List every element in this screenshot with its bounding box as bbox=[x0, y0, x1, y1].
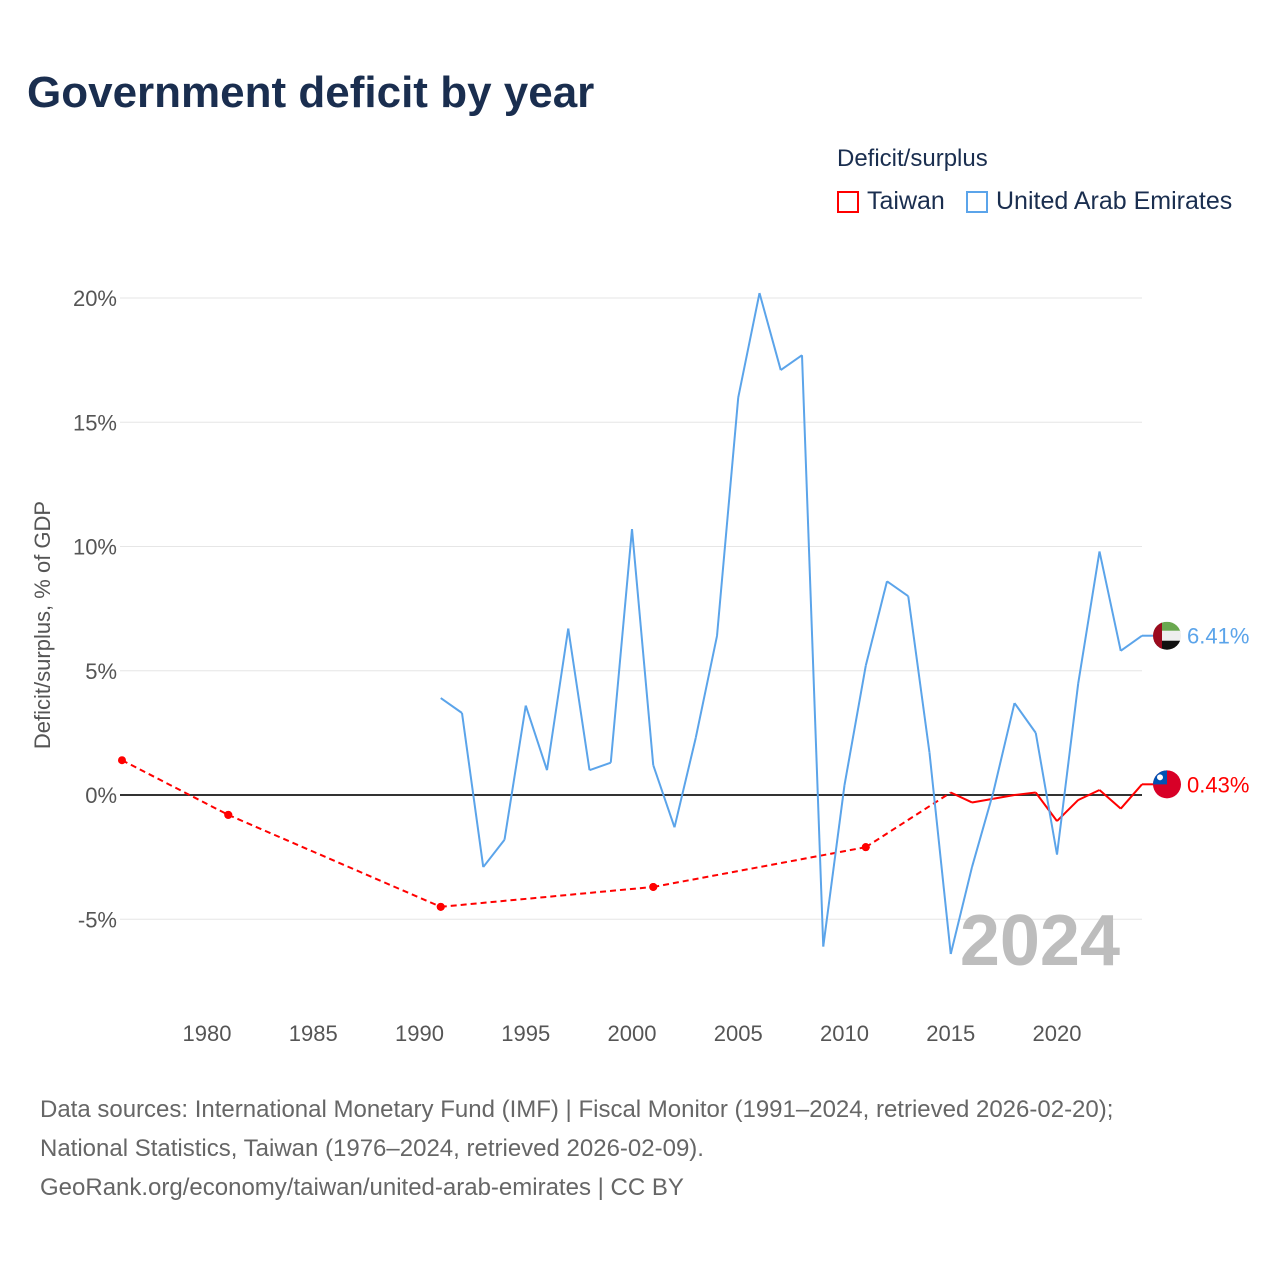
series-segment bbox=[992, 702, 1016, 793]
source-link[interactable]: GeoRank.org/economy/taiwan/united-arab-e… bbox=[40, 1174, 684, 1201]
series-segment bbox=[1077, 789, 1100, 801]
series-segment bbox=[865, 791, 952, 849]
series-segment bbox=[589, 761, 612, 772]
series-segment bbox=[440, 697, 463, 714]
series-segment bbox=[524, 705, 548, 771]
x-tick-label: 2010 bbox=[820, 1021, 869, 1046]
x-tick-label: 1990 bbox=[395, 1021, 444, 1046]
data-point bbox=[436, 902, 445, 911]
x-tick-label: 1985 bbox=[289, 1021, 338, 1046]
series-segment bbox=[1056, 799, 1079, 822]
series-segment bbox=[949, 866, 973, 955]
series-segment bbox=[609, 529, 633, 763]
series-segment bbox=[1119, 783, 1143, 810]
data-point bbox=[649, 882, 658, 891]
legend-item-uae[interactable]: United Arab Emirates bbox=[966, 187, 1232, 216]
x-tick-label: 2020 bbox=[1033, 1021, 1082, 1046]
series-segment bbox=[1034, 791, 1058, 822]
source-line: Data sources: International Monetary Fun… bbox=[40, 1096, 1114, 1123]
series-segment bbox=[567, 628, 591, 771]
series-segment bbox=[1120, 634, 1143, 652]
data-point bbox=[861, 843, 870, 852]
data-point bbox=[224, 810, 233, 819]
x-tick-label: 2005 bbox=[714, 1021, 763, 1046]
series-segment bbox=[121, 759, 229, 816]
chart-title: Government deficit by year bbox=[27, 68, 595, 117]
y-tick-label: 20% bbox=[73, 286, 117, 311]
series-segment bbox=[971, 797, 994, 804]
source-line: National Statistics, Taiwan (1976–2024, … bbox=[40, 1135, 704, 1162]
chart-plot: 20% 15% 10% 5% 0% -5% 1980 1985 1990 1995 2000 2005… bbox=[30, 286, 1249, 1046]
end-value-label: 0.43% bbox=[1187, 772, 1249, 797]
series-segment bbox=[993, 794, 1015, 800]
series-segment bbox=[631, 529, 655, 766]
series-segment bbox=[716, 397, 740, 637]
series-segment bbox=[652, 764, 676, 828]
data-point bbox=[118, 756, 126, 765]
series-segment bbox=[461, 712, 485, 868]
footer: Data sources: International Monetary Fun… bbox=[40, 1090, 1113, 1207]
series-segment bbox=[1056, 683, 1080, 855]
series-segment bbox=[1013, 702, 1037, 734]
legend-item-taiwan[interactable]: Taiwan bbox=[837, 187, 945, 216]
series-segment bbox=[843, 665, 867, 786]
series-segment bbox=[864, 581, 888, 667]
series-segment bbox=[1077, 551, 1101, 684]
y-tick-label: 0% bbox=[85, 783, 117, 808]
legend-title: Deficit/surplus bbox=[837, 145, 988, 172]
legend-swatch bbox=[837, 190, 859, 213]
series-segment bbox=[227, 813, 442, 908]
year-watermark: 2024 bbox=[960, 901, 1120, 981]
series-segment bbox=[503, 705, 527, 840]
y-tick-label: 15% bbox=[73, 410, 117, 435]
end-value-label: 6.41% bbox=[1187, 624, 1249, 649]
x-tick-label: 2015 bbox=[926, 1021, 975, 1046]
series-segment bbox=[482, 839, 506, 868]
series-segment bbox=[1098, 551, 1122, 652]
x-tick-label: 2000 bbox=[608, 1021, 657, 1046]
x-tick-label: 1995 bbox=[501, 1021, 550, 1046]
series-segment bbox=[440, 885, 654, 908]
x-tick-label: 1980 bbox=[183, 1021, 232, 1046]
series-segment bbox=[971, 792, 995, 868]
series-segment bbox=[780, 354, 803, 371]
taiwan-flag-sun bbox=[1157, 774, 1163, 781]
y-tick-label: -5% bbox=[78, 907, 117, 932]
legend-label: United Arab Emirates bbox=[996, 187, 1233, 215]
series-segment bbox=[673, 737, 697, 828]
series-segment bbox=[801, 355, 825, 947]
series-segment bbox=[546, 628, 570, 771]
series-segment bbox=[907, 596, 931, 753]
legend-swatch bbox=[966, 190, 988, 213]
series-segment bbox=[1034, 732, 1058, 855]
series-segment bbox=[950, 791, 973, 804]
series-segment bbox=[694, 635, 718, 739]
series-segment bbox=[653, 846, 866, 888]
series-segment bbox=[886, 580, 909, 598]
series-segment bbox=[928, 752, 952, 955]
series-segment bbox=[1014, 791, 1036, 796]
series-segment bbox=[822, 784, 846, 947]
series-segment bbox=[1098, 789, 1122, 810]
y-tick-label: 5% bbox=[85, 659, 117, 684]
y-axis-label: Deficit/surplus, % of GDP bbox=[30, 501, 55, 749]
legend-label: Taiwan bbox=[867, 187, 945, 215]
series-segment bbox=[737, 292, 761, 398]
y-tick-label: 10% bbox=[73, 535, 117, 560]
uae-flag-icon bbox=[1153, 621, 1181, 650]
series-segment bbox=[758, 292, 782, 371]
